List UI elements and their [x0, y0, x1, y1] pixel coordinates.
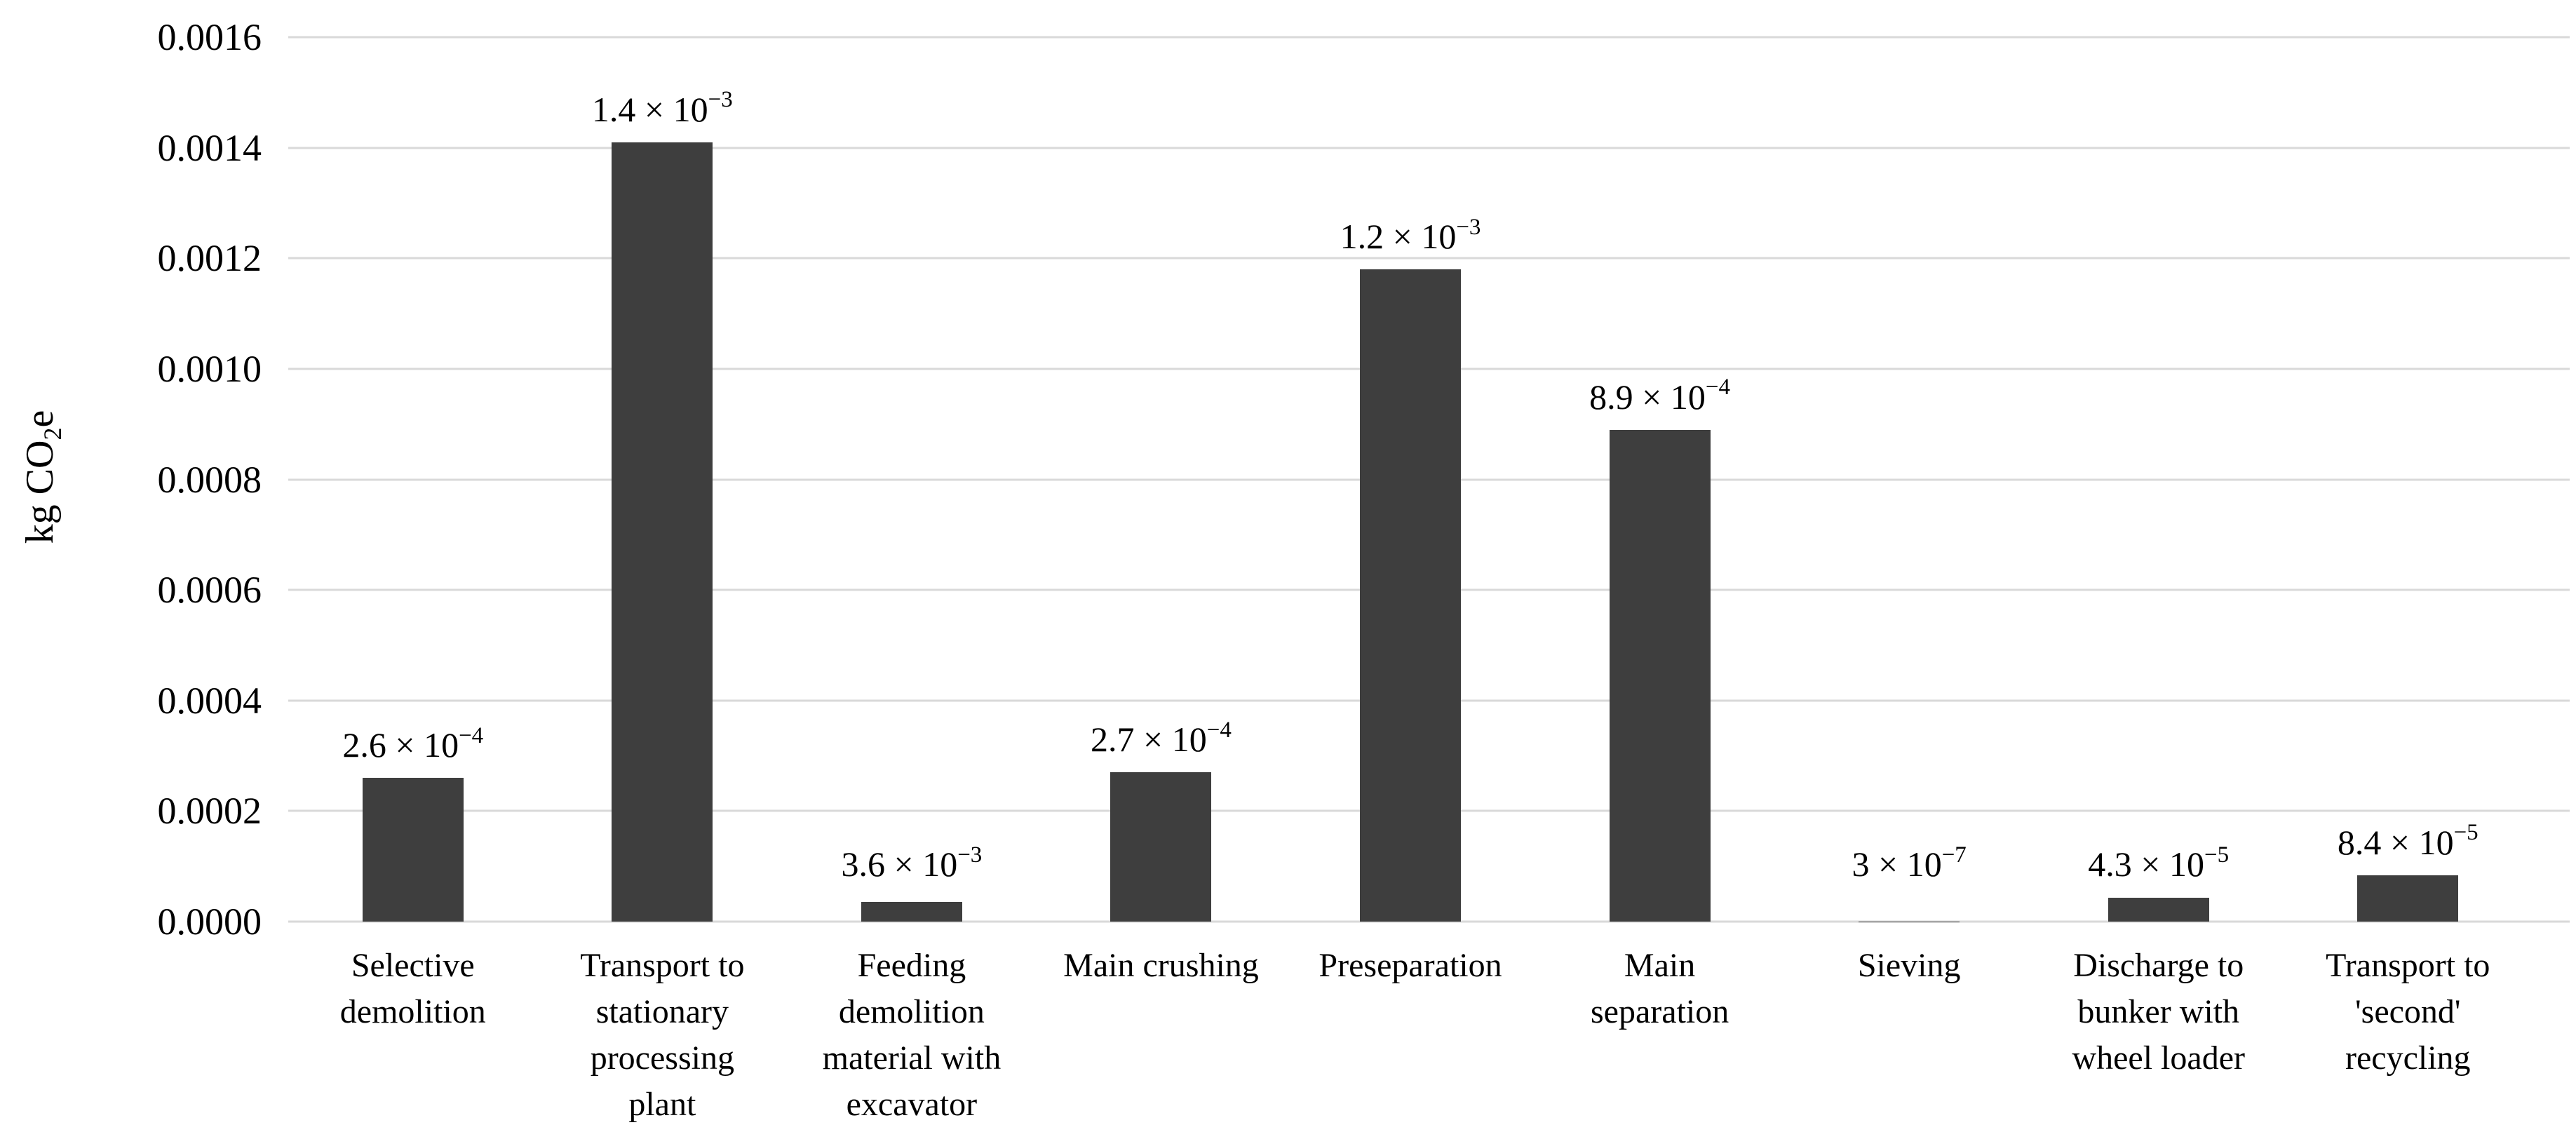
- data-label-base: 3.6 × 10: [841, 844, 958, 884]
- gridline: [288, 36, 2570, 39]
- plot-area: 2.6 × 10−4 1.4 × 10−3 3.6 × 10−3 2.7 × 1…: [288, 36, 2570, 923]
- data-label-exponent: −3: [708, 87, 733, 113]
- y-tick-label: 0.0000: [157, 901, 262, 943]
- data-label-base: 2.6 × 10: [342, 725, 459, 765]
- y-tick-label: 0.0014: [157, 126, 262, 169]
- data-label: 8.4 × 10−5: [2337, 821, 2479, 862]
- bar-slot-transport-to-plant: 1.4 × 10−3: [538, 37, 788, 922]
- bar-discharge-to-bunker: [2108, 898, 2209, 922]
- data-label-exponent: −5: [2204, 842, 2230, 868]
- bars-row: 2.6 × 10−4 1.4 × 10−3 3.6 × 10−3 2.7 × 1…: [288, 37, 2533, 922]
- bar-slot-main-separation: 8.9 × 10−4: [1535, 37, 1785, 922]
- bar-transport-second-recycling: [2357, 875, 2459, 922]
- data-label-base: 2.7 × 10: [1091, 720, 1207, 760]
- data-label-exponent: −3: [957, 842, 983, 868]
- data-label: 8.9 × 10−4: [1589, 376, 1730, 417]
- data-label-base: 8.4 × 10: [2337, 822, 2454, 862]
- bar-slot-sieving: 3 × 10−7: [1784, 37, 2034, 922]
- data-label: 1.2 × 10−3: [1340, 215, 1481, 256]
- data-label-base: 4.3 × 10: [2088, 844, 2205, 884]
- y-tick-label: 0.0012: [157, 237, 262, 280]
- data-label-exponent: −3: [1456, 214, 1481, 240]
- data-label-base: 3 × 10: [1852, 844, 1942, 884]
- y-tick-label: 0.0010: [157, 347, 262, 390]
- data-label-exponent: −5: [2453, 820, 2479, 846]
- bar-main-separation: [1609, 429, 1711, 922]
- y-tick-label: 0.0016: [157, 16, 262, 58]
- category-label-preseparation: Preseparation: [1319, 947, 1502, 984]
- y-tick-label: 0.0002: [157, 790, 262, 833]
- gridline-baseline: [288, 920, 2570, 923]
- bar-preseparation: [1360, 269, 1462, 922]
- category-label-sieving: Sieving: [1857, 947, 1961, 984]
- category-label-selective-demolition: Selective demolition: [339, 947, 486, 1030]
- bar-slot-selective-demolition: 2.6 × 10−4: [288, 37, 538, 922]
- y-tick-label: 0.0006: [157, 569, 262, 612]
- gridline: [288, 257, 2570, 260]
- bar-slot-main-crushing: 2.7 × 10−4: [1037, 37, 1286, 922]
- data-label-exponent: −4: [459, 722, 484, 748]
- y-tick-label: 0.0008: [157, 458, 262, 501]
- data-label: 1.4 × 10−3: [591, 88, 733, 129]
- x-axis-category-labels: Selective demolition Transport to statio…: [288, 943, 2533, 1125]
- bar-transport-to-plant: [612, 142, 713, 922]
- category-label-main-crushing: Main crushing: [1063, 947, 1259, 984]
- data-label: 4.3 × 10−5: [2088, 843, 2229, 884]
- category-label-transport-to-plant: Transport to stationary processing plant: [580, 947, 745, 1123]
- y-axis-tick-labels: 0.0016 0.0014 0.0012 0.0010 0.0008 0.000…: [0, 16, 262, 943]
- bar-selective-demolition: [362, 778, 464, 922]
- data-label-exponent: −7: [1941, 842, 1967, 868]
- bar-feeding-material: [861, 901, 962, 922]
- data-label-exponent: −4: [1705, 375, 1731, 400]
- data-label: 3 × 10−7: [1852, 843, 1966, 884]
- gridline: [288, 147, 2570, 149]
- data-label: 2.7 × 10−4: [1091, 718, 1232, 760]
- bar-slot-preseparation: 1.2 × 10−3: [1286, 37, 1535, 922]
- category-label-main-separation: Main separation: [1590, 947, 1729, 1030]
- data-label-base: 1.4 × 10: [591, 89, 708, 129]
- data-label: 2.6 × 10−4: [342, 724, 483, 765]
- y-tick-label: 0.0004: [157, 679, 262, 722]
- category-label-feeding-material: Feeding demolition material with excavat…: [822, 947, 1002, 1123]
- data-label: 3.6 × 10−3: [841, 843, 982, 884]
- data-label-exponent: −4: [1206, 717, 1232, 743]
- bar-slot-discharge-to-bunker: 4.3 × 10−5: [2034, 37, 2284, 922]
- data-label-base: 8.9 × 10: [1589, 377, 1706, 417]
- bar-slot-feeding-material: 3.6 × 10−3: [787, 37, 1037, 922]
- category-label-discharge-to-bunker: Discharge to bunker with wheel loader: [2072, 947, 2245, 1077]
- data-label-base: 1.2 × 10: [1340, 217, 1457, 256]
- bar-main-crushing: [1110, 772, 1212, 922]
- bar-slot-transport-second-recycling: 8.4 × 10−5: [2284, 37, 2533, 922]
- category-label-transport-second-recycling: Transport to 'second' recycling: [2326, 947, 2490, 1077]
